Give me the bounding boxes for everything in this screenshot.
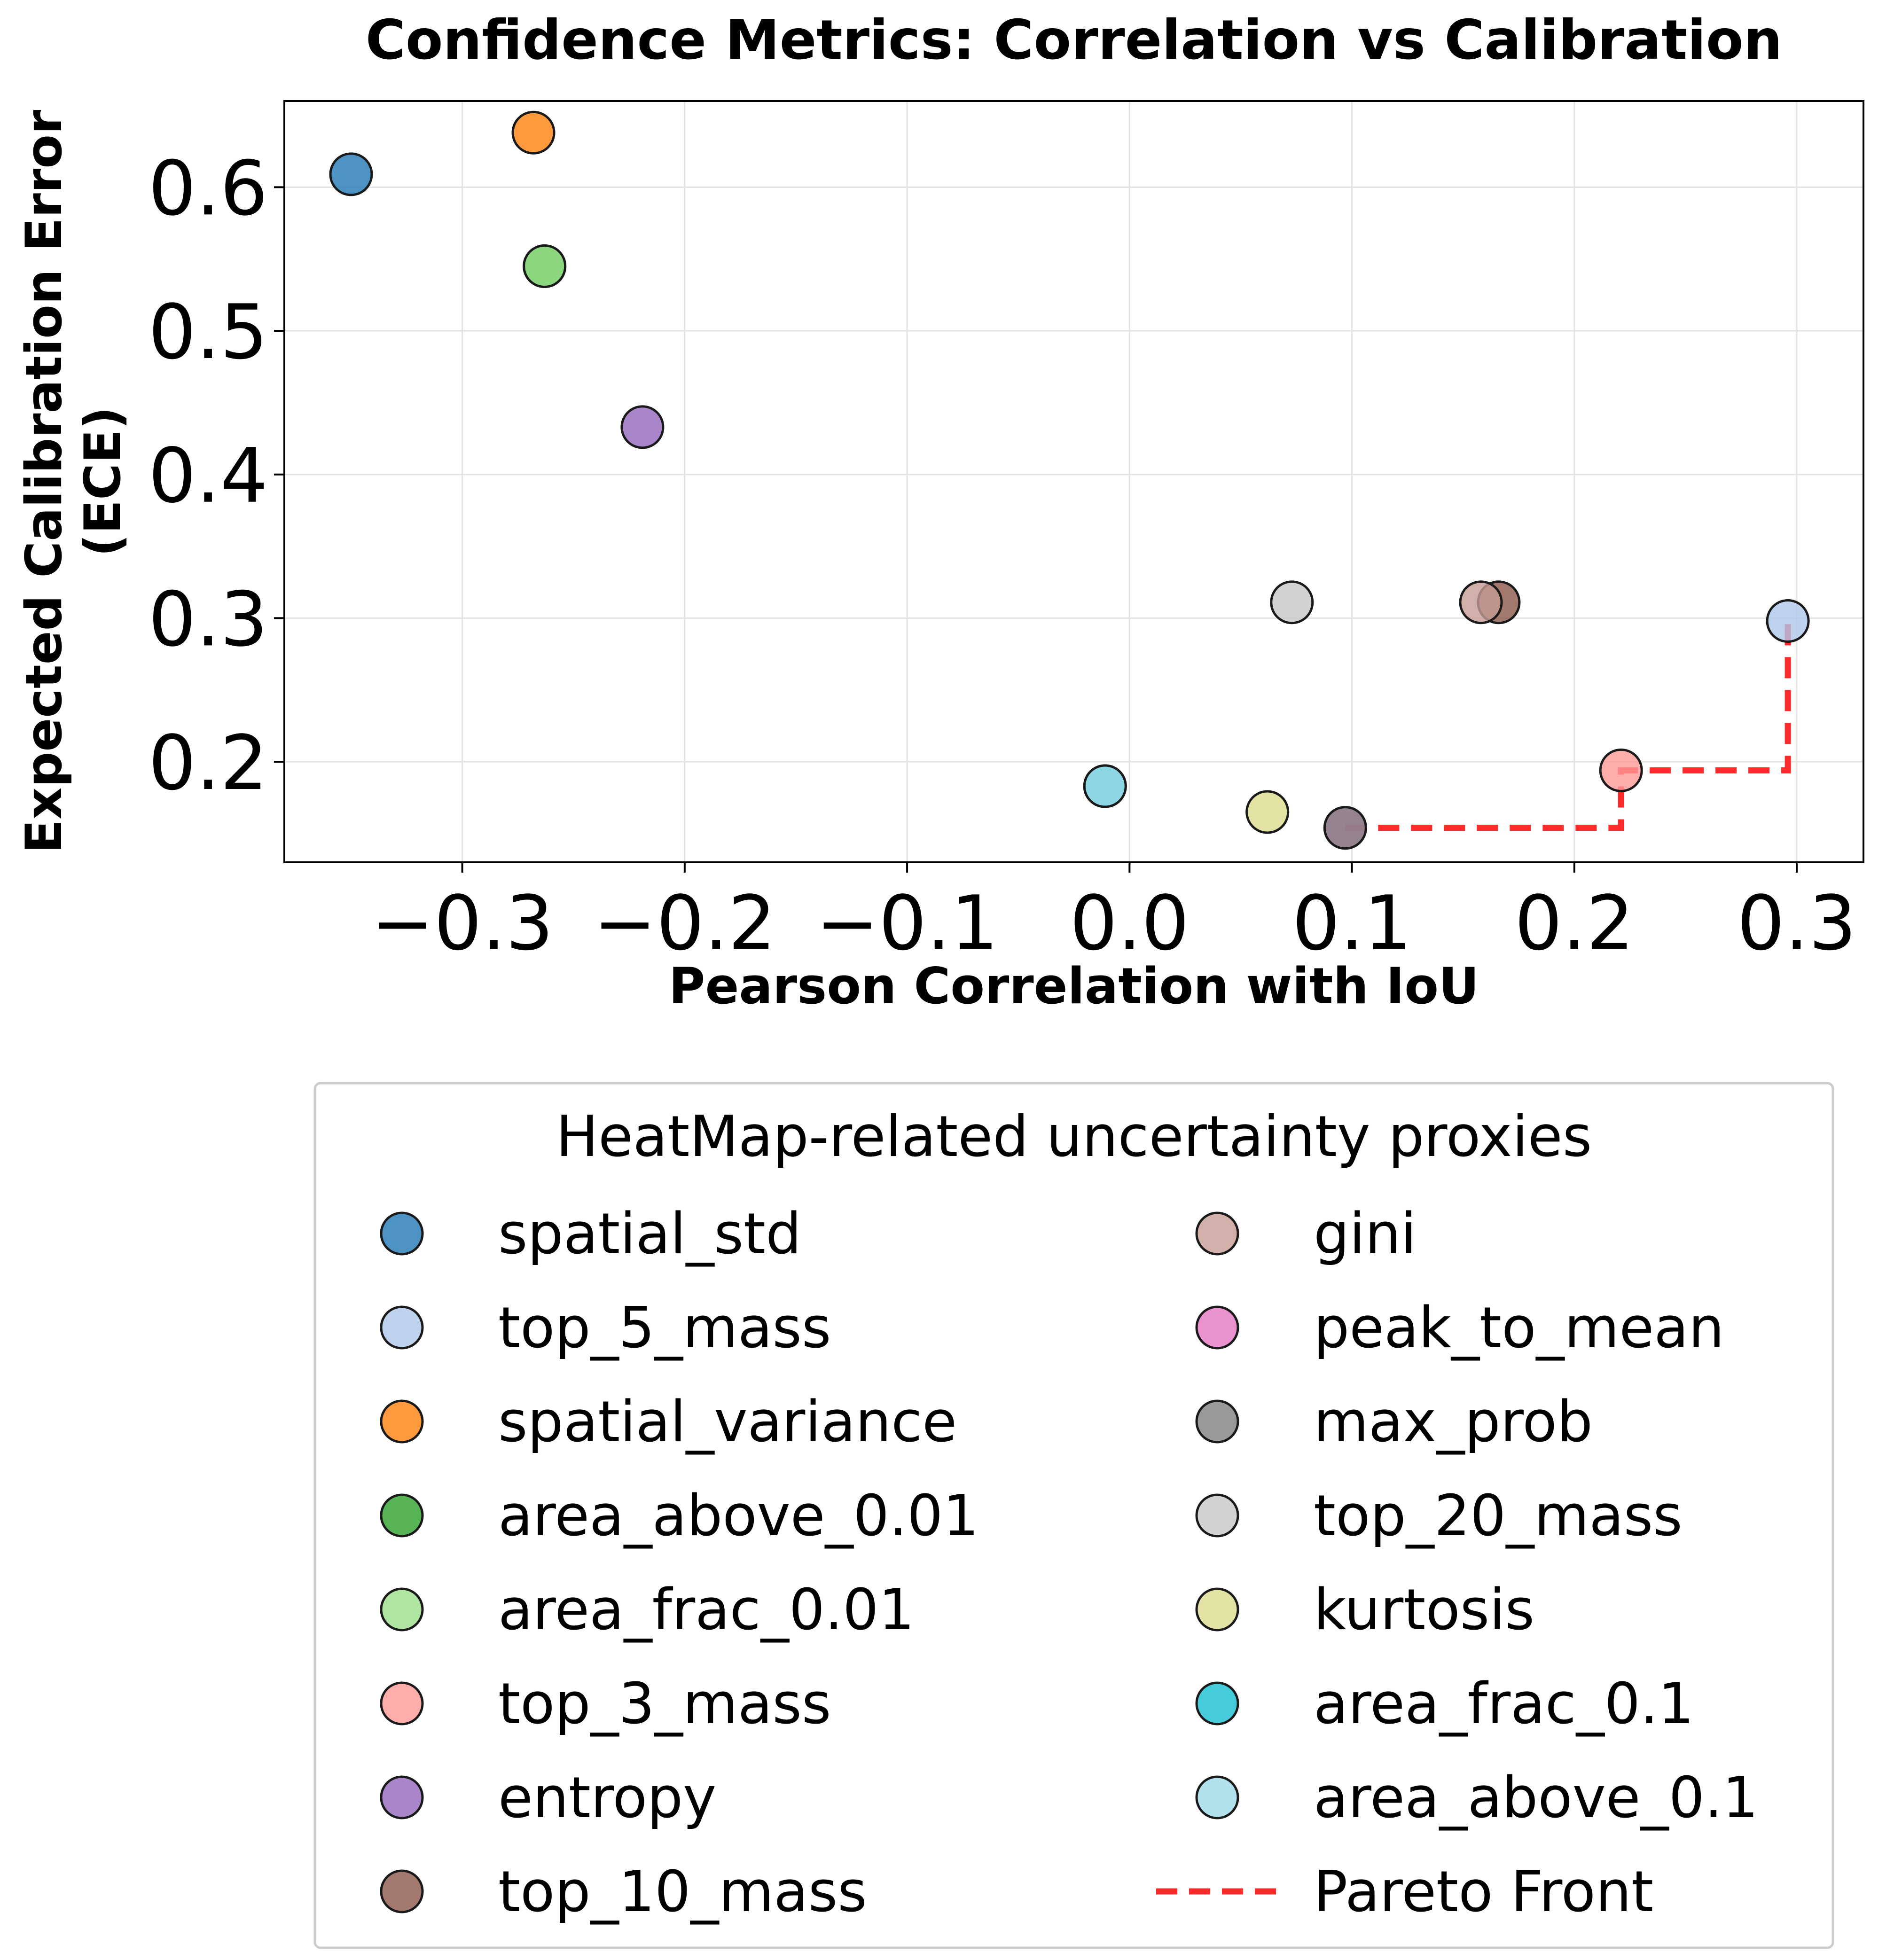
- x-tick-label: 0.3: [1737, 879, 1856, 967]
- legend-marker-kurtosis: [1195, 1587, 1239, 1632]
- legend-marker-area_above_0.1: [1195, 1775, 1239, 1819]
- point-top_20_mass: [1270, 580, 1314, 625]
- point-area_above_0.1: [1083, 764, 1127, 808]
- plot-area: [284, 101, 1863, 862]
- x-tick-label: 0.2: [1515, 879, 1634, 967]
- legend-label-max_prob: max_prob: [1314, 1390, 1593, 1455]
- y-tick-label: 0.4: [149, 432, 268, 520]
- legend-label-spatial_variance: spatial_variance: [498, 1390, 957, 1455]
- point-kurtosis: [1245, 790, 1290, 834]
- x-tick-label: 0.0: [1070, 879, 1189, 967]
- y-axis-label-line1: Expected Calibration Error: [15, 110, 73, 854]
- point-max_prob: [1323, 806, 1367, 850]
- legend-marker-top_20_mass: [1195, 1493, 1239, 1538]
- legend-marker-area_above_0.01: [380, 1493, 424, 1538]
- legend-marker-gini: [1195, 1211, 1239, 1256]
- plot-frame: [283, 100, 1864, 863]
- x-tick-label: −0.3: [371, 879, 554, 967]
- legend-marker-spatial_std: [380, 1211, 424, 1256]
- legend-label-top_10_mass: top_10_mass: [498, 1859, 867, 1925]
- legend-label-area_above_0.1: area_above_0.1: [1314, 1765, 1758, 1831]
- point-gini: [1459, 580, 1503, 625]
- y-tick-label: 0.3: [149, 575, 268, 663]
- point-spatial_variance: [511, 110, 556, 155]
- point-spatial_std: [329, 152, 373, 196]
- legend-marker-spatial_variance: [380, 1399, 424, 1444]
- point-entropy: [620, 405, 665, 449]
- legend-label-area_frac_0.01: area_frac_0.01: [498, 1577, 915, 1643]
- x-tick-label: −0.1: [816, 879, 999, 967]
- y-tick-label: 0.6: [149, 144, 268, 232]
- x-tick-label: 0.1: [1292, 879, 1411, 967]
- y-tick-label: 0.5: [149, 288, 268, 376]
- legend-marker-top_5_mass: [380, 1305, 424, 1350]
- legend-marker-area_frac_0.1: [1195, 1681, 1239, 1726]
- legend-title: HeatMap-related uncertainty proxies: [556, 1104, 1592, 1170]
- legend-marker-max_prob: [1195, 1399, 1239, 1444]
- point-area_frac_0.01: [523, 244, 567, 289]
- legend-label-top_5_mass: top_5_mass: [498, 1296, 831, 1361]
- legend-label-kurtosis: kurtosis: [1314, 1577, 1534, 1643]
- point-top_3_mass: [1599, 748, 1643, 792]
- legend-label-area_frac_0.1: area_frac_0.1: [1314, 1671, 1694, 1737]
- legend-box: [313, 1082, 1834, 1949]
- legend-marker-top_3_mass: [380, 1681, 424, 1726]
- legend-label-entropy: entropy: [498, 1765, 716, 1831]
- legend-label-top_3_mass: top_3_mass: [498, 1671, 831, 1737]
- legend-marker-area_frac_0.01: [380, 1587, 424, 1632]
- chart-title: Confidence Metrics: Correlation vs Calib…: [366, 8, 1782, 72]
- data-points: [329, 110, 1810, 850]
- legend-label-peak_to_mean: peak_to_mean: [1314, 1296, 1724, 1361]
- legend-label-gini: gini: [1314, 1202, 1417, 1267]
- legend-marker-peak_to_mean: [1195, 1305, 1239, 1350]
- grid-lines: [284, 101, 1863, 862]
- legend-label-pareto-front: Pareto Front: [1314, 1859, 1653, 1925]
- point-top_5_mass: [1766, 599, 1810, 643]
- x-axis-label: Pearson Correlation with IoU: [669, 957, 1479, 1015]
- y-axis-label-line2: (ECE): [74, 406, 132, 557]
- x-axis-ticks: −0.3 −0.2 −0.1 0.0 0.1 0.2 0.3: [371, 862, 1856, 967]
- x-tick-label: −0.2: [594, 879, 776, 967]
- y-axis-ticks: 0.2 0.3 0.4 0.5 0.6: [149, 144, 284, 807]
- legend-marker-top_10_mass: [380, 1869, 424, 1913]
- legend-label-spatial_std: spatial_std: [498, 1202, 801, 1267]
- legend-label-area_above_0.01: area_above_0.01: [498, 1484, 979, 1549]
- legend-entries: spatial_std top_5_mass spatial_varianceare…: [380, 1202, 1758, 1925]
- legend-label-top_20_mass: top_20_mass: [1314, 1484, 1683, 1549]
- legend-marker-entropy: [380, 1775, 424, 1819]
- y-tick-label: 0.2: [149, 719, 268, 807]
